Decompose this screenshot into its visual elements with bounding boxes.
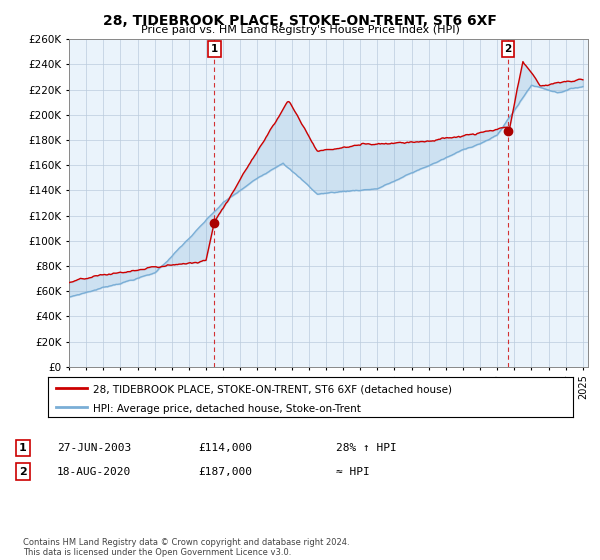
Text: 18-AUG-2020: 18-AUG-2020: [57, 466, 131, 477]
Text: 1: 1: [211, 44, 218, 54]
Text: Contains HM Land Registry data © Crown copyright and database right 2024.
This d: Contains HM Land Registry data © Crown c…: [23, 538, 349, 557]
Text: HPI: Average price, detached house, Stoke-on-Trent: HPI: Average price, detached house, Stok…: [92, 404, 361, 414]
Text: 28, TIDEBROOK PLACE, STOKE-ON-TRENT, ST6 6XF (detached house): 28, TIDEBROOK PLACE, STOKE-ON-TRENT, ST6…: [92, 385, 452, 395]
Text: ≈ HPI: ≈ HPI: [336, 466, 370, 477]
Text: 2: 2: [505, 44, 512, 54]
Text: 28, TIDEBROOK PLACE, STOKE-ON-TRENT, ST6 6XF: 28, TIDEBROOK PLACE, STOKE-ON-TRENT, ST6…: [103, 14, 497, 28]
Text: 1: 1: [19, 443, 26, 453]
Text: £187,000: £187,000: [198, 466, 252, 477]
Text: Price paid vs. HM Land Registry's House Price Index (HPI): Price paid vs. HM Land Registry's House …: [140, 25, 460, 35]
Text: £114,000: £114,000: [198, 443, 252, 453]
Text: 28% ↑ HPI: 28% ↑ HPI: [336, 443, 397, 453]
Text: 2: 2: [19, 466, 26, 477]
Text: 27-JUN-2003: 27-JUN-2003: [57, 443, 131, 453]
